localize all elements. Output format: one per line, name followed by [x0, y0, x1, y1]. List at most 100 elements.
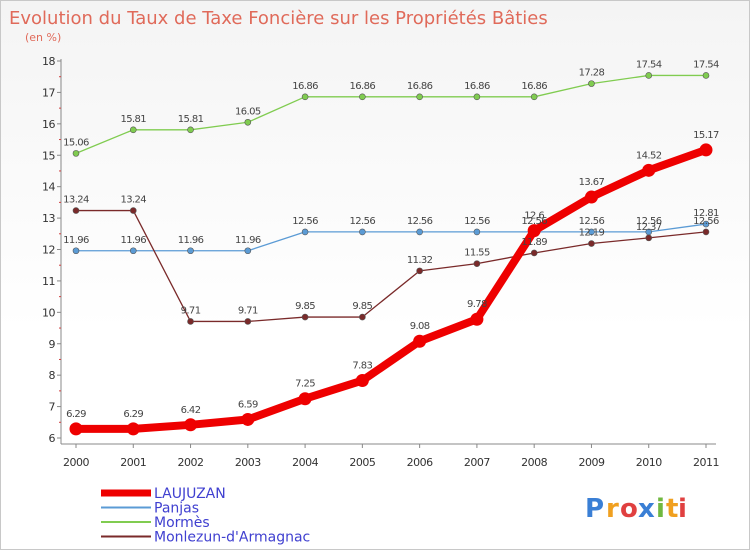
y-tick-label: 17 [42, 86, 55, 99]
y-tick-label: 12 [42, 244, 55, 257]
data-label-1: 12.56 [407, 216, 433, 227]
data-label-2: 16.86 [521, 81, 547, 92]
series-point-2 [530, 93, 538, 101]
y-tick-label: 14 [42, 181, 55, 194]
series-point-3 [72, 207, 80, 214]
series-layer [69, 72, 713, 436]
series-point-3 [301, 313, 309, 321]
series-point-3 [187, 318, 194, 325]
x-tick-label: 2000 [63, 456, 89, 469]
data-label-3: 12.19 [579, 228, 605, 239]
x-tick-label: 2001 [120, 456, 146, 469]
data-label-1: 12.56 [350, 216, 376, 227]
series-point-3 [129, 207, 137, 214]
y-tick-label: 9 [49, 338, 56, 351]
y-axis-ticks: 6 7 8 9 10 11 12 13 14 15 16 17 18 [42, 55, 61, 445]
y-tick-label: 18 [42, 55, 55, 68]
series-point-3 [473, 260, 481, 267]
series-point-2 [473, 93, 481, 101]
data-label-1: 12.56 [579, 216, 605, 227]
series-point-3 [702, 228, 710, 236]
chart-title: Evolution du Taux de Taxe Foncière sur l… [9, 8, 548, 29]
y-tick-label: 10 [42, 306, 55, 319]
data-label-1: 11.96 [63, 235, 89, 246]
series-point-2 [359, 93, 366, 101]
series-point-2 [588, 80, 595, 87]
series-point-3 [530, 249, 538, 257]
series-line-2 [75, 74, 707, 155]
data-label-2: 17.54 [636, 59, 662, 70]
y-tick-label: 13 [42, 212, 55, 225]
x-tick-label: 2010 [636, 456, 662, 469]
chart-subtitle: (en %) [25, 31, 61, 44]
series-point-1 [301, 228, 309, 236]
data-label-1: 12.56 [521, 216, 547, 227]
legend-entry-label: LAUJUZAN [154, 486, 226, 502]
series-point-1 [416, 228, 423, 236]
data-label-0: 7.25 [295, 379, 315, 390]
data-labels-layer: 15.06 15.81 15.81 16.05 16.86 16.86 16.86 16.86… [63, 59, 719, 419]
data-label-0: 7.83 [352, 361, 372, 372]
series-point-2 [416, 93, 423, 101]
series-point-2 [702, 72, 710, 79]
series-point-1 [473, 228, 481, 236]
data-label-2: 17.54 [693, 59, 719, 70]
data-label-0: 6.29 [66, 409, 86, 420]
legend-entry-label: Panjas [154, 501, 199, 517]
data-label-0: 9.08 [410, 321, 430, 332]
x-tick-label: 2008 [521, 456, 547, 469]
data-label-3: 11.55 [464, 248, 490, 259]
logo-letter: i [678, 494, 687, 524]
series-point-1 [588, 228, 595, 236]
data-label-1: 12.56 [292, 216, 318, 227]
series-point-3 [416, 267, 423, 275]
data-label-1: 11.96 [120, 235, 146, 246]
data-label-3: 9.71 [181, 305, 201, 316]
logo-letter: t [666, 494, 678, 524]
series-point-1 [129, 247, 137, 255]
data-label-1: 11.96 [178, 235, 204, 246]
series-point-3 [645, 234, 653, 242]
x-tick-label: 2004 [292, 456, 318, 469]
data-label-2: 15.81 [120, 114, 146, 125]
series-line-1 [75, 223, 707, 252]
data-label-2: 16.86 [350, 81, 376, 92]
series-line-0 [72, 145, 710, 433]
data-label-0: 13.67 [579, 177, 605, 188]
data-label-2: 16.86 [464, 81, 490, 92]
data-label-0: 6.29 [123, 409, 143, 420]
logo-letter: i [656, 494, 665, 524]
data-label-3: 12.56 [693, 216, 719, 227]
data-label-1: 12.56 [636, 216, 662, 227]
logo-letter: P [585, 494, 604, 524]
x-tick-label: 2009 [578, 456, 604, 469]
data-label-0: 12.6 [524, 211, 544, 222]
y-tick-label: 8 [49, 369, 56, 382]
x-tick-label: 2006 [407, 456, 433, 469]
series-line-3 [75, 209, 707, 323]
x-axis-ticks: 2000 2001 2002 2003 2004 2005 2006 2007 2008 2009… [63, 444, 720, 469]
series-point-2 [187, 126, 194, 134]
series-point-3 [588, 240, 595, 247]
series-point-0 [584, 190, 598, 204]
data-label-3: 9.71 [238, 305, 258, 316]
x-tick-label: 2005 [349, 456, 375, 469]
series-point-0 [298, 392, 312, 406]
logo-letter: o [620, 494, 638, 524]
series-point-0 [527, 224, 541, 238]
series-point-1 [187, 247, 194, 255]
series-point-0 [413, 334, 427, 348]
x-tick-label: 2007 [464, 456, 490, 469]
data-label-0: 14.52 [636, 150, 662, 161]
logo-letter: r [606, 494, 619, 524]
series-point-3 [359, 313, 366, 321]
data-label-1: 12.81 [693, 208, 719, 219]
data-label-3: 13.24 [120, 195, 146, 206]
data-label-2: 15.81 [178, 114, 204, 125]
data-label-0: 6.59 [238, 399, 258, 410]
legend-entry-label: Monlezun-d'Armagnac [154, 530, 310, 546]
